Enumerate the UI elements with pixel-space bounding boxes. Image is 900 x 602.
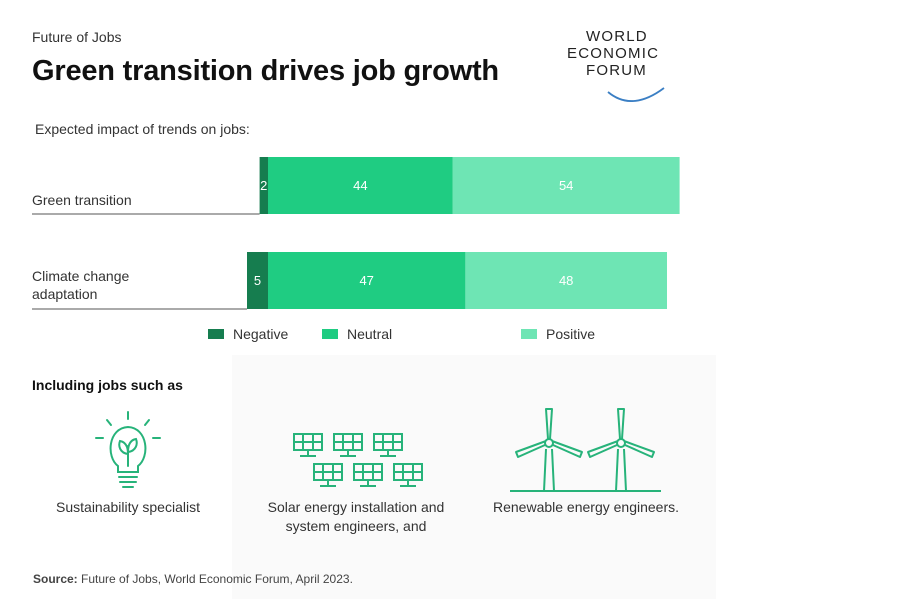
legend-swatch-positive xyxy=(521,329,537,339)
bar-segment-neutral xyxy=(268,252,466,309)
logo-arc-icon xyxy=(607,87,665,102)
legend-label-negative: Negative xyxy=(233,326,288,342)
logo-line-2: ECONOMIC xyxy=(567,45,660,62)
category-label: Climate change xyxy=(32,268,129,284)
data-label: 2 xyxy=(260,178,267,193)
example-label-renewable: Renewable energy engineers. xyxy=(480,498,692,517)
legend-swatch-negative xyxy=(208,329,224,339)
example-label-solar: Solar energy installation and system eng… xyxy=(250,498,462,536)
example-label-line: Renewable energy engineers. xyxy=(492,499,679,515)
data-label: 5 xyxy=(254,273,261,288)
chart-subtitle: Expected impact of trends on jobs: xyxy=(35,121,250,137)
data-label: 54 xyxy=(559,178,573,193)
data-label: 48 xyxy=(559,273,573,288)
source-label: Source: xyxy=(33,572,78,586)
example-label-line: Solar energy installation and xyxy=(267,499,445,515)
logo-line-3: FORUM xyxy=(586,62,647,79)
category-label: Green transition xyxy=(32,192,132,208)
wef-logo: WORLD ECONOMIC FORUM xyxy=(560,22,700,102)
solar-panels-icon xyxy=(293,433,423,487)
example-label-line: Sustainability specialist xyxy=(56,499,200,515)
bar-segment-negative xyxy=(247,252,268,309)
example-label-sustainability: Sustainability specialist xyxy=(28,498,228,517)
bar-segment-negative xyxy=(259,157,268,214)
source-note: Source: Future of Jobs, World Economic F… xyxy=(33,572,353,586)
stacked-bar-chart: Green transition 2 44 54 Climate change adapt… xyxy=(32,157,680,342)
chart-kicker: Future of Jobs xyxy=(32,29,122,45)
examples-title: Including jobs such as xyxy=(32,377,183,393)
bar-segment-neutral xyxy=(268,157,453,214)
bar-segment-positive xyxy=(465,252,667,309)
source-text: Future of Jobs, World Economic Forum, Ap… xyxy=(77,572,353,586)
bar-segment-positive xyxy=(452,157,680,214)
examples-panel xyxy=(232,355,716,599)
example-label-line: system engineers, and xyxy=(285,518,427,534)
data-label: 44 xyxy=(353,178,367,193)
data-label: 47 xyxy=(359,273,373,288)
legend-swatch-neutral xyxy=(322,329,338,339)
legend-label-neutral: Neutral xyxy=(347,326,392,342)
wind-turbines-icon xyxy=(510,408,661,492)
chart-title: Green transition drives job growth xyxy=(32,55,499,87)
lightbulb-icon xyxy=(95,411,161,488)
logo-line-1: WORLD xyxy=(586,28,648,45)
legend-label-positive: Positive xyxy=(546,326,595,342)
category-label: adaptation xyxy=(32,286,97,302)
